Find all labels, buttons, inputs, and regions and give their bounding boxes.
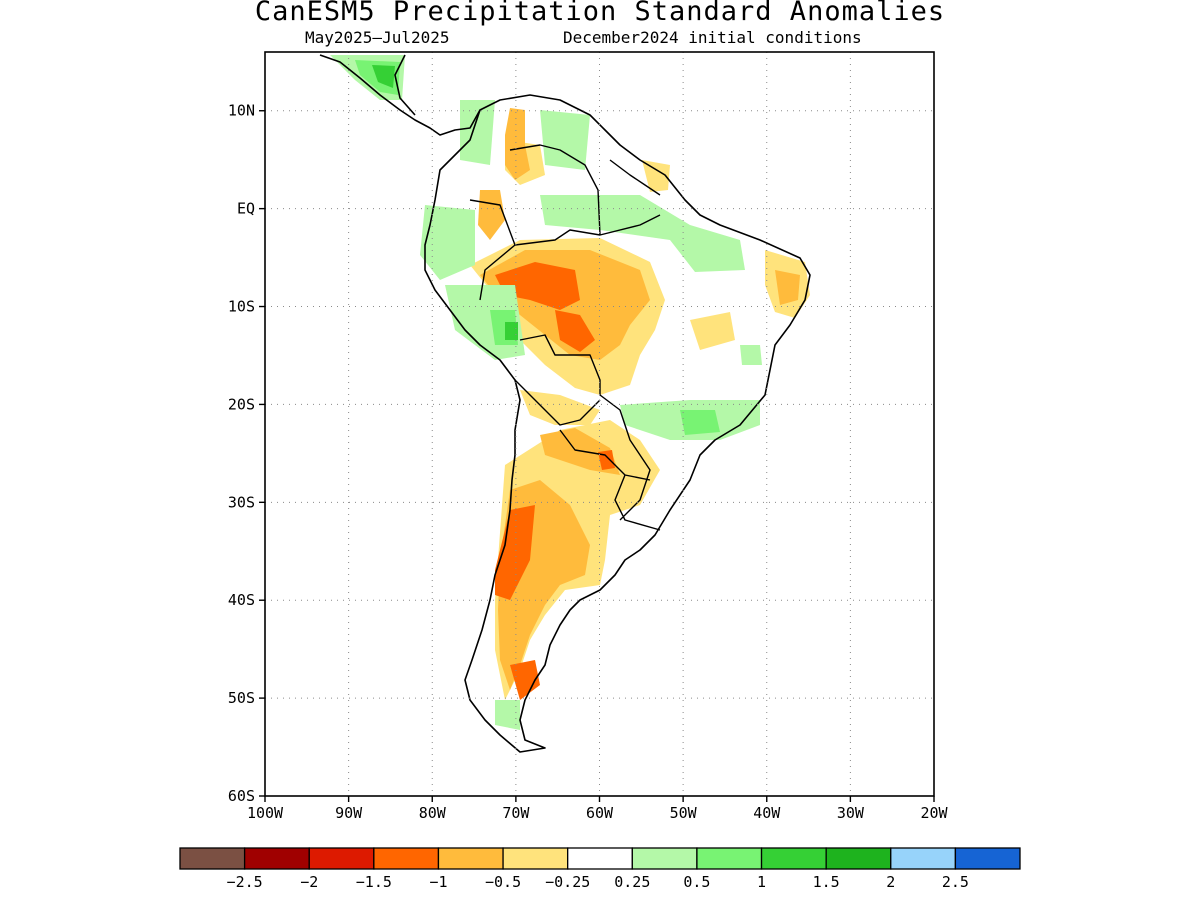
colorbar-swatch xyxy=(373,847,440,870)
colorbar-swatch xyxy=(437,847,504,870)
colorbar-label: −0.5 xyxy=(485,873,521,891)
colorbar-label: 1 xyxy=(757,873,766,891)
anomaly-region-pale-guyana xyxy=(642,160,670,192)
anomaly-region-green-mid-brazil-se xyxy=(680,410,720,435)
anomaly-region-green-guianas xyxy=(540,195,745,272)
anomaly-region-green-dark-ca xyxy=(372,65,395,88)
colorbar-legend: −2.5 −2 −1.5 −1 −0.5 −0.25 0.25 0.5 1 1.5 2 2.5 xyxy=(179,847,1021,891)
south-america-coastline xyxy=(424,94,811,753)
anomaly-region-green-venezuela xyxy=(540,110,590,170)
colorbar-swatch xyxy=(825,847,892,870)
colorbar-label: −2 xyxy=(300,873,318,891)
lon-tick-label: 60W xyxy=(586,804,614,822)
colorbar-swatch xyxy=(760,847,827,870)
colorbar-label: 2.5 xyxy=(942,873,969,891)
colorbar-swatch xyxy=(567,847,633,870)
lon-tick-label: 40W xyxy=(753,804,781,822)
anomaly-region-orange-andes xyxy=(478,190,505,240)
anomaly-region-pale-central xyxy=(520,390,600,425)
colorbar-label: 0.25 xyxy=(614,873,650,891)
lat-tick-label: 60S xyxy=(228,787,255,805)
axis-ticks xyxy=(259,110,935,802)
colorbar-swatch xyxy=(502,847,569,870)
colorbar-swatch xyxy=(890,847,957,870)
colorbar-label: 2 xyxy=(886,873,895,891)
colorbar-label: −0.25 xyxy=(545,873,590,891)
anomaly-region-pale-east xyxy=(690,312,735,350)
anomaly-region-green-small-east xyxy=(740,345,762,365)
colorbar-label: 1.5 xyxy=(813,873,840,891)
colorbar-label: −1 xyxy=(429,873,447,891)
lon-tick-label: 70W xyxy=(502,804,530,822)
anomaly-region-green-ecuador xyxy=(420,205,475,280)
lat-tick-label: 20S xyxy=(228,395,255,413)
anomaly-region-green-patagonia-tip xyxy=(495,700,520,730)
lon-tick-label: 50W xyxy=(670,804,698,822)
colorbar-label: 0.5 xyxy=(683,873,710,891)
lat-tick-label: 40S xyxy=(228,591,255,609)
anomaly-region-orange-venezuela xyxy=(505,108,530,180)
colorbar-swatch xyxy=(179,847,246,870)
anomaly-region-deep-chile xyxy=(495,505,535,600)
colorbar-swatch xyxy=(243,847,310,870)
longitude-labels: 100W 90W 80W 70W 60W 50W 40W 30W 20W xyxy=(247,804,949,822)
lon-tick-label: 100W xyxy=(247,804,284,822)
central-america-coastline xyxy=(319,54,481,136)
anomaly-region-green-colombia xyxy=(460,100,495,165)
lat-tick-label: 30S xyxy=(228,493,255,511)
forecast-period: May2025—Jul2025 xyxy=(305,28,450,47)
colorbar-label: −1.5 xyxy=(356,873,392,891)
lon-tick-label: 90W xyxy=(335,804,363,822)
colorbar-swatch xyxy=(631,847,698,870)
anomaly-region-deep-patagonia xyxy=(510,660,540,700)
latitude-labels: 10N EQ 10S 20S 30S 40S 50S 60S xyxy=(228,102,255,805)
lat-tick-label: 10S xyxy=(228,298,255,316)
initial-conditions: December2024 initial conditions xyxy=(563,28,862,47)
anomaly-region-green-dark-peru xyxy=(505,322,518,340)
lat-tick-label: 50S xyxy=(228,689,255,707)
colorbar-swatch xyxy=(308,847,375,870)
lon-tick-label: 80W xyxy=(419,804,447,822)
colorbar-swatch xyxy=(696,847,763,870)
lon-tick-label: 20W xyxy=(920,804,948,822)
lat-tick-label: 10N xyxy=(228,102,255,120)
lat-tick-label: EQ xyxy=(237,200,255,218)
lon-tick-label: 30W xyxy=(837,804,865,822)
map-title: CanESM5 Precipitation Standard Anomalies xyxy=(254,0,946,27)
anomaly-region-deep-bolivia xyxy=(555,310,595,352)
map-gridlines xyxy=(265,52,934,797)
colorbar-label: −2.5 xyxy=(227,873,263,891)
anomaly-region-orange-ne-brazil xyxy=(775,270,800,305)
colorbar-swatch xyxy=(954,847,1021,870)
